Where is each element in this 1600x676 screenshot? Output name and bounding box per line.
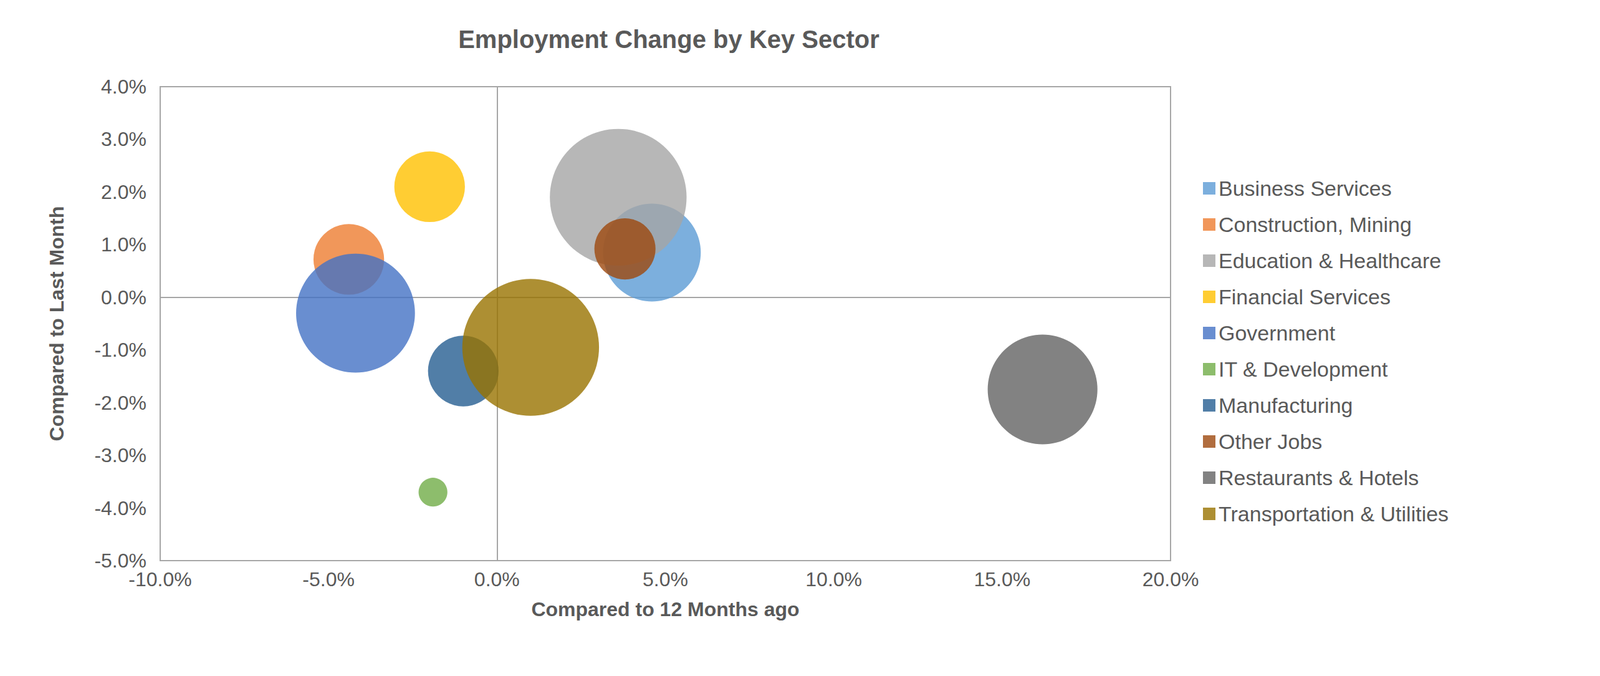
svg-text:10.0%: 10.0% [805, 567, 863, 591]
svg-text:Compared to Last Month: Compared to Last Month [45, 206, 68, 442]
svg-text:Government: Government [1218, 320, 1336, 345]
svg-text:-5.0%: -5.0% [302, 567, 355, 591]
svg-text:-3.0%: -3.0% [94, 443, 147, 467]
svg-text:-4.0%: -4.0% [94, 496, 147, 520]
svg-text:Restaurants & Hotels: Restaurants & Hotels [1218, 465, 1419, 490]
svg-text:-5.0%: -5.0% [94, 549, 147, 572]
svg-text:-10.0%: -10.0% [128, 567, 192, 591]
svg-text:Education & Healthcare: Education & Healthcare [1218, 248, 1442, 273]
svg-text:15.0%: 15.0% [973, 567, 1031, 591]
svg-text:Financial Services: Financial Services [1218, 284, 1391, 309]
svg-text:1.0%: 1.0% [100, 233, 147, 256]
svg-text:0.0%: 0.0% [100, 286, 147, 309]
svg-text:0.0%: 0.0% [474, 567, 520, 591]
svg-text:IT & Development: IT & Development [1218, 357, 1389, 381]
svg-text:Construction, Mining: Construction, Mining [1218, 212, 1412, 237]
svg-text:-1.0%: -1.0% [94, 338, 147, 361]
svg-text:3.0%: 3.0% [100, 127, 147, 151]
svg-text:5.0%: 5.0% [642, 567, 689, 591]
svg-text:Employment Change by Key Secto: Employment Change by Key Sector [458, 25, 880, 53]
svg-text:Other Jobs: Other Jobs [1218, 429, 1323, 454]
svg-text:Manufacturing: Manufacturing [1218, 393, 1353, 417]
svg-text:2.0%: 2.0% [100, 180, 147, 204]
svg-text:Compared to 12 Months ago: Compared to 12 Months ago [531, 597, 800, 621]
svg-text:Transportation & Utilities: Transportation & Utilities [1218, 501, 1449, 526]
svg-text:20.0%: 20.0% [1142, 567, 1200, 591]
svg-text:Business Services: Business Services [1218, 176, 1392, 201]
svg-text:-2.0%: -2.0% [94, 391, 147, 414]
svg-text:4.0%: 4.0% [100, 75, 147, 98]
